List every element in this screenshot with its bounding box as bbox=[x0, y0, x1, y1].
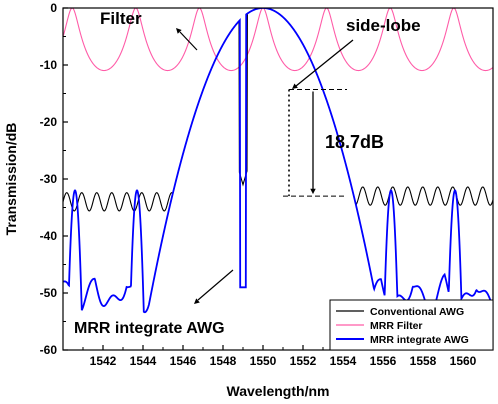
x-tick-label: 1542 bbox=[90, 354, 117, 368]
x-tick-label: 1548 bbox=[210, 354, 237, 368]
y-tick-label: 0 bbox=[50, 1, 57, 15]
arrow-filter bbox=[179, 31, 198, 51]
legend-label: MRR Filter bbox=[370, 320, 423, 332]
y-tick-label: -10 bbox=[40, 58, 58, 72]
x-axis-title: Wavelength/nm bbox=[227, 383, 330, 399]
arrow-head bbox=[292, 83, 298, 89]
y-tick-label: -30 bbox=[40, 172, 58, 186]
y-tick-label: -60 bbox=[40, 343, 58, 357]
plot-frame bbox=[62, 7, 494, 351]
arrow-head bbox=[176, 28, 182, 34]
legend-label: MRR integrate AWG bbox=[370, 334, 469, 346]
y-tick-label: -40 bbox=[40, 229, 58, 243]
y-tick-label: -20 bbox=[40, 115, 58, 129]
x-tick-label: 1550 bbox=[250, 354, 277, 368]
series-line-mrr-integrate-awg bbox=[63, 8, 493, 314]
arrow-head bbox=[194, 298, 200, 304]
arrow-mrr-integrate-awg bbox=[197, 269, 234, 301]
x-tick-label: 1554 bbox=[330, 354, 357, 368]
legend-label: Conventional AWG bbox=[370, 306, 464, 318]
annotation-mrr-integrate-awg: MRR integrate AWG bbox=[74, 320, 225, 337]
arrow-side-lobe bbox=[295, 39, 354, 87]
annotation-side-lobe: side-lobe bbox=[346, 16, 421, 35]
series-line-mrr-filter bbox=[63, 8, 493, 72]
series-line-conventional-awg bbox=[63, 8, 493, 212]
x-tick-label: 1558 bbox=[410, 354, 437, 368]
y-axis-title: Transmission/dB bbox=[3, 123, 19, 236]
annotation-filter: Filter bbox=[100, 9, 142, 28]
x-tick-label: 1544 bbox=[130, 354, 157, 368]
x-tick-label: 1560 bbox=[450, 354, 477, 368]
legend: Conventional AWG MRR Filter MRR integrate … bbox=[329, 299, 494, 351]
x-tick-label: 1556 bbox=[370, 354, 397, 368]
x-tick-label: 1552 bbox=[290, 354, 317, 368]
x-tick-label: 1546 bbox=[170, 354, 197, 368]
arrow-head bbox=[310, 188, 316, 195]
annotation-delta-db: 18.7dB bbox=[325, 132, 384, 152]
y-tick-label: -50 bbox=[40, 286, 58, 300]
